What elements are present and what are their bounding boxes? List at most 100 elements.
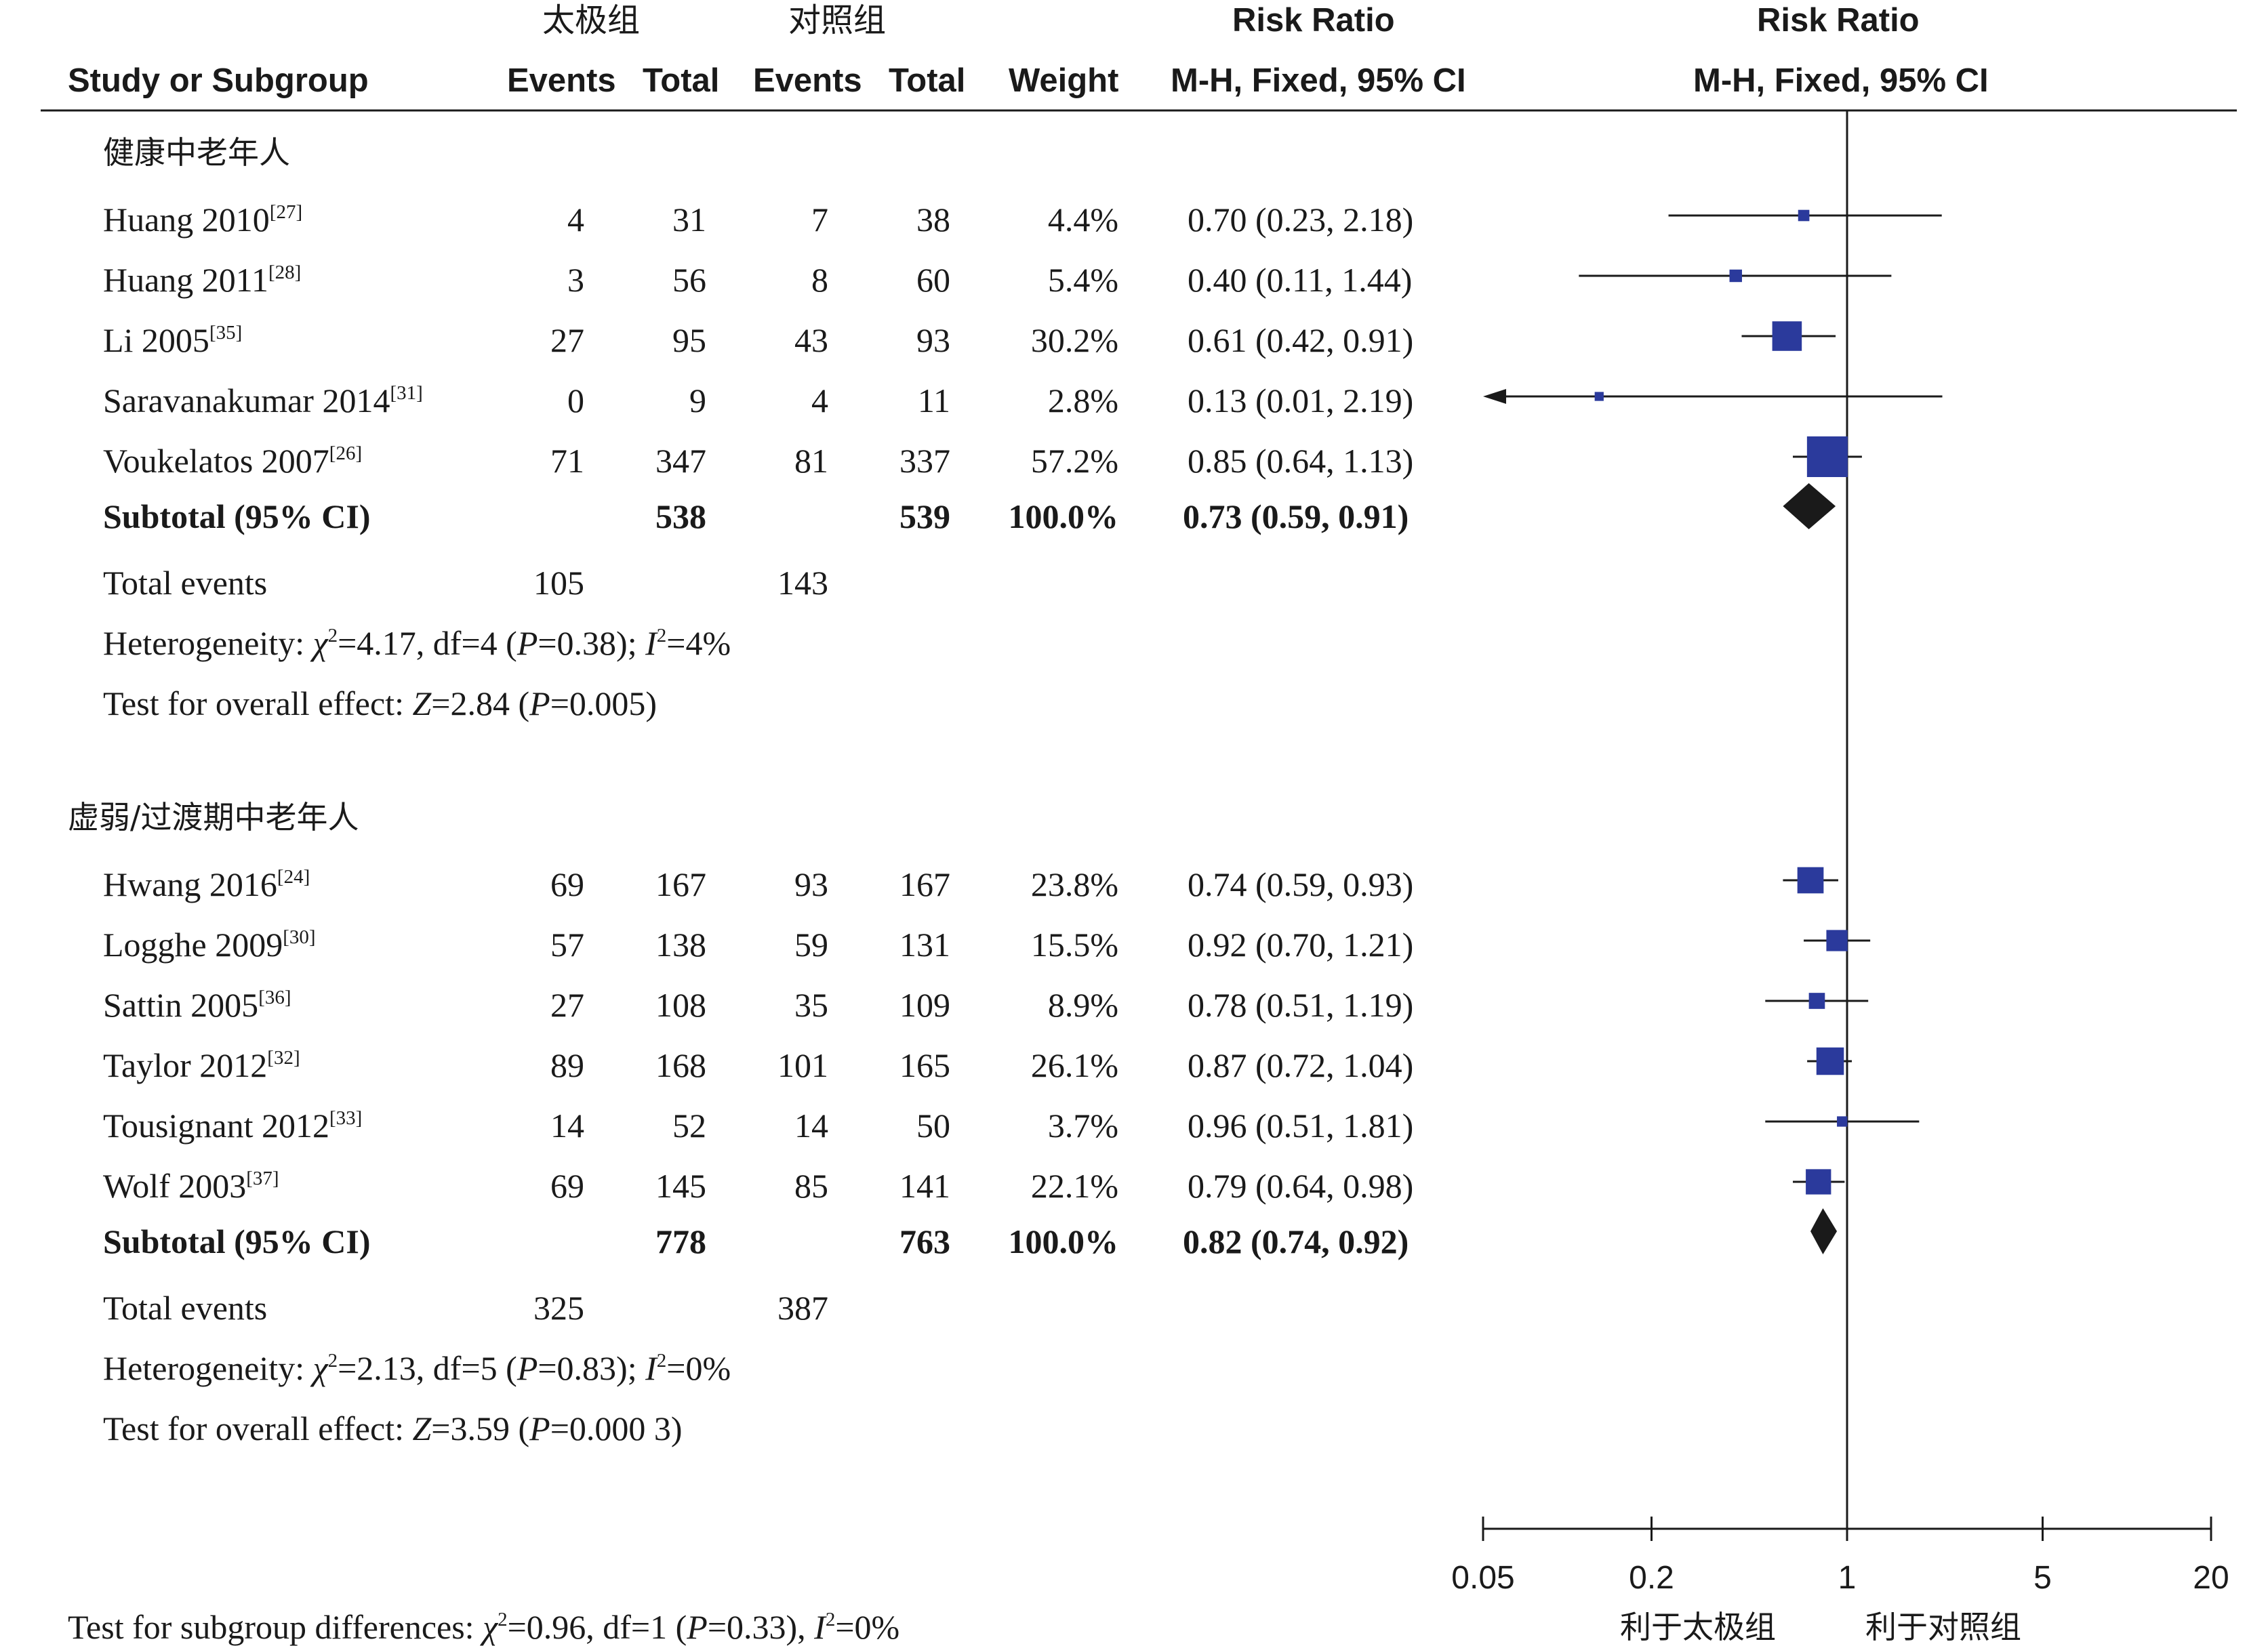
x-tick-label: 20 <box>2193 1560 2229 1596</box>
events2-cell: 8 <box>811 261 828 299</box>
total1-cell: 167 <box>655 865 706 903</box>
events1-cell: 69 <box>550 865 584 903</box>
ci-cell: 0.13 (0.01, 2.19) <box>1188 382 1414 419</box>
ci-cell: 0.40 (0.11, 1.44) <box>1188 261 1413 299</box>
overall-effect-text: Test for overall effect: Z=3.59 (P=0.000… <box>103 1412 683 1445</box>
total1-cell: 347 <box>655 442 706 480</box>
subtotal-ci: 0.82 (0.74, 0.92) <box>1183 1222 1409 1260</box>
weight-cell: 57.2% <box>1030 442 1118 480</box>
total1-cell: 56 <box>672 261 706 299</box>
ci-cell: 0.70 (0.23, 2.18) <box>1188 201 1414 239</box>
subtotal-weight: 100.0% <box>1008 1222 1119 1260</box>
overall-prefix: Test for overall effect: <box>103 684 413 722</box>
study-ref: [33] <box>329 1107 363 1129</box>
total1-cell: 108 <box>655 986 706 1024</box>
total1-cell: 52 <box>672 1107 706 1145</box>
study-effect-marker <box>1806 436 1848 477</box>
total2-cell: 131 <box>899 926 950 964</box>
subtotal-weight: 100.0% <box>1008 497 1119 535</box>
events1-cell: 57 <box>550 926 584 964</box>
ci-arrow-icon <box>1483 389 1506 404</box>
x-tick-label: 5 <box>2033 1560 2052 1596</box>
ci-cell: 0.78 (0.51, 1.19) <box>1188 986 1414 1024</box>
events2-cell: 43 <box>794 321 828 359</box>
subgroup-name: 虚弱/过渡期中老年人 <box>68 799 359 836</box>
study-name: Wolf 2003 <box>103 1167 247 1205</box>
events2-cell: 7 <box>811 201 828 239</box>
study-label: Huang 2010[27] <box>103 201 303 239</box>
weight-cell: 5.4% <box>1047 261 1118 299</box>
rr-plot-header: Risk Ratio <box>1757 2 1920 39</box>
ci-cell: 0.61 (0.42, 0.91) <box>1188 321 1414 359</box>
weight-cell: 30.2% <box>1030 321 1118 359</box>
sgd-prefix: Test for subgroup differences: <box>68 1608 483 1646</box>
total1-cell: 31 <box>672 201 706 239</box>
het-p: P <box>517 624 538 662</box>
sgd-p-val: =0.33), <box>707 1608 815 1646</box>
het-prefix: Heterogeneity: <box>103 1349 313 1387</box>
total2-cell: 60 <box>916 261 950 299</box>
method-header: M-H, Fixed, 95% CI <box>1171 62 1466 99</box>
total2-cell: 38 <box>916 201 950 239</box>
sgd-i-val: =0% <box>835 1608 900 1646</box>
study-name: Logghe 2009 <box>103 926 283 964</box>
weight-cell: 22.1% <box>1030 1167 1118 1205</box>
events2-cell: 59 <box>794 926 828 964</box>
het-i: I <box>645 624 657 662</box>
favors-right-label: 利于对照组 <box>1865 1609 2021 1645</box>
ci-cell: 0.85 (0.64, 1.13) <box>1188 442 1414 480</box>
x-tick-label: 1 <box>1838 1560 1857 1596</box>
study-effect-marker <box>1729 269 1742 283</box>
study-ref: [24] <box>277 866 310 888</box>
study-ref: [36] <box>258 987 291 1008</box>
total-events1: 325 <box>533 1289 584 1327</box>
study-effect-marker <box>1826 930 1848 951</box>
ci-cell: 0.92 (0.70, 1.21) <box>1188 926 1414 964</box>
total2-cell: 337 <box>899 442 950 480</box>
heterogeneity-text: Heterogeneity: χ2=2.13, df=5 (P=0.83); I… <box>103 1349 731 1387</box>
sgd-chi-sup: 2 <box>498 1609 508 1630</box>
het-i-sup: 2 <box>656 1350 667 1372</box>
study-name: Sattin 2005 <box>103 986 259 1024</box>
total1-cell: 95 <box>672 321 706 359</box>
study-label: Huang 2011[28] <box>103 263 301 297</box>
weight-cell: 2.8% <box>1047 382 1118 419</box>
events2-cell: 4 <box>811 382 828 419</box>
overall-z-val: =3.59 ( <box>431 1410 530 1447</box>
study-name: Huang 2010 <box>103 201 270 239</box>
study-name: Tousignant 2012 <box>103 1107 329 1145</box>
plot-marks <box>1482 110 2212 1541</box>
events1-cell: 27 <box>550 986 584 1024</box>
study-label: Wolf 2003[37] <box>103 1169 279 1203</box>
weight-cell: 23.8% <box>1030 865 1118 903</box>
overall-prefix: Test for overall effect: <box>103 1410 413 1447</box>
het-i: I <box>645 1349 657 1387</box>
group2-header: 对照组 <box>788 1 887 39</box>
total-events-label: Total events <box>103 1289 268 1327</box>
study-column-header: Study or Subgroup <box>68 62 369 99</box>
subtotal-label: Subtotal (95% CI) <box>103 1222 371 1260</box>
het-chi-val: =4.17, df=4 ( <box>338 624 517 662</box>
study-effect-marker <box>1806 1169 1831 1195</box>
total-events1: 105 <box>533 564 584 602</box>
study-label: Li 2005[35] <box>103 323 242 358</box>
het-chi-sup: 2 <box>327 1350 338 1372</box>
overall-p-val: =0.000 3) <box>550 1410 683 1447</box>
study-name: Voukelatos 2007 <box>103 442 329 480</box>
events2-cell: 101 <box>777 1046 828 1084</box>
study-ref: [28] <box>268 262 302 283</box>
total1-header: Total <box>643 62 720 99</box>
sgd-p: P <box>687 1608 708 1646</box>
events1-cell: 27 <box>550 321 584 359</box>
events1-cell: 89 <box>550 1046 584 1084</box>
total2-cell: 167 <box>899 865 950 903</box>
subgroup-differences-text: Test for subgroup differences: χ2=0.96, … <box>68 1608 900 1646</box>
weight-cell: 15.5% <box>1030 926 1118 964</box>
ci-cell: 0.96 (0.51, 1.81) <box>1188 1107 1414 1145</box>
weight-cell: 8.9% <box>1047 986 1118 1024</box>
study-ref: [27] <box>269 201 303 223</box>
study-name: Huang 2011 <box>103 261 268 299</box>
overall-z: Z <box>412 1410 432 1447</box>
